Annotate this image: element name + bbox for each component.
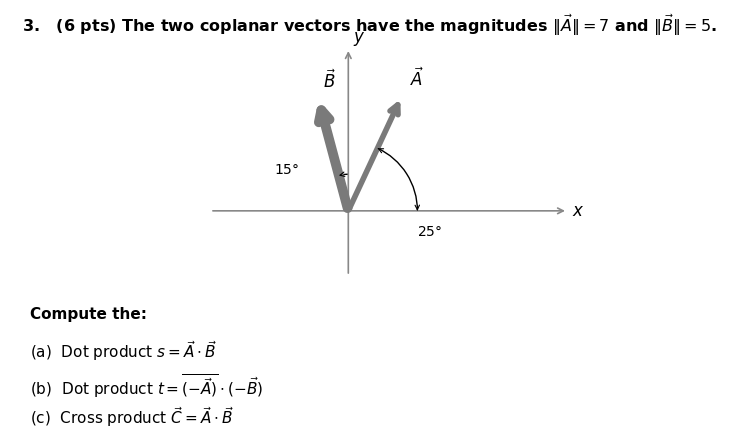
Text: (c)  Cross product $\vec{C} = \vec{A} \cdot \vec{B}$: (c) Cross product $\vec{C} = \vec{A} \cd… — [30, 405, 233, 429]
Text: (b)  Dot product $t = \overline{(-\vec{A})} \cdot (-\vec{B})$: (b) Dot product $t = \overline{(-\vec{A}… — [30, 372, 263, 400]
Text: Compute the:: Compute the: — [30, 307, 147, 321]
Text: (a)  Dot product $s = \vec{A} \cdot \vec{B}$: (a) Dot product $s = \vec{A} \cdot \vec{… — [30, 339, 217, 364]
Text: $x$: $x$ — [572, 202, 584, 220]
Text: $y$: $y$ — [353, 30, 366, 48]
Text: $\vec{B}$: $\vec{B}$ — [322, 70, 336, 92]
Text: 15$\degree$: 15$\degree$ — [275, 163, 299, 177]
Text: $\vec{A}$: $\vec{A}$ — [410, 67, 424, 90]
Text: 25$\degree$: 25$\degree$ — [417, 226, 443, 240]
Text: 3.   (6 pts) The two coplanar vectors have the magnitudes $\|\vec{A}\| = 7$ and : 3. (6 pts) The two coplanar vectors have… — [22, 13, 717, 39]
